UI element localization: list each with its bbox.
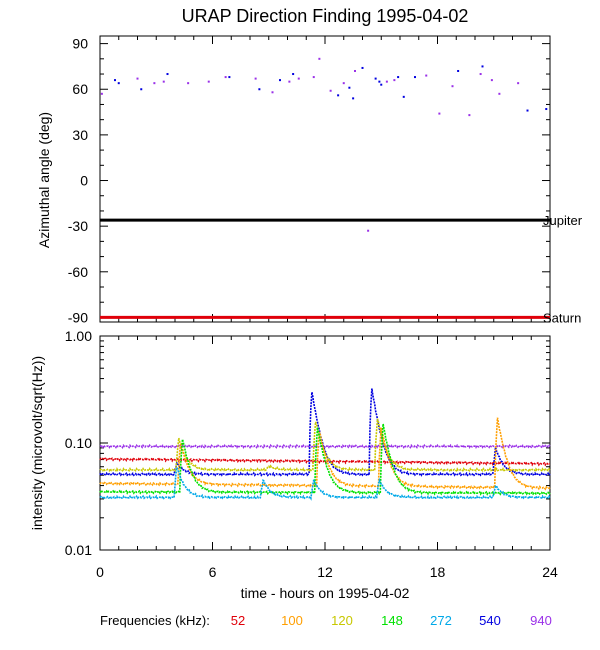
frequency-legend-item: 52 <box>231 613 245 628</box>
azimuth-point <box>380 83 383 86</box>
azimuth-point <box>100 92 103 95</box>
azimuth-point <box>114 79 116 82</box>
x-tick-label: 6 <box>209 564 217 580</box>
azimuth-point <box>288 80 291 83</box>
azimuth-point <box>361 66 364 69</box>
reference-line-label: Saturn <box>543 310 581 325</box>
azimuth-point <box>425 74 428 77</box>
x-tick-label: 18 <box>430 564 446 580</box>
azimuth-point <box>140 88 143 91</box>
azimuth-point <box>393 79 396 82</box>
frequency-legend-item: 540 <box>479 613 501 628</box>
frequency-legend-item: 940 <box>530 613 552 628</box>
azimuth-point <box>117 82 120 85</box>
azimuth-point <box>374 77 377 80</box>
frequency-legend-item: 148 <box>381 613 403 628</box>
azimuth-point <box>224 76 227 79</box>
intensity-trace <box>99 457 551 467</box>
azimuth-point <box>490 79 493 82</box>
azimuth-point <box>526 109 529 112</box>
frequency-legend-item: 120 <box>331 613 353 628</box>
azimuth-point <box>258 88 261 91</box>
azimuth-point <box>162 80 165 83</box>
azimuth-point <box>312 76 315 79</box>
azimuth-point <box>468 114 471 117</box>
y-tick-label: -90 <box>68 309 88 325</box>
azimuth-point <box>136 77 139 80</box>
y-tick-label: 1.00 <box>65 328 92 344</box>
intensity-y-axis-label: intensity (microvolt/sqrt(Hz)) <box>29 356 45 530</box>
azimuth-plot-frame <box>99 35 551 323</box>
azimuth-point <box>187 82 190 85</box>
azimuth-point <box>153 82 156 85</box>
azimuth-point <box>254 77 257 80</box>
azimuth-point <box>297 77 300 80</box>
azimuth-point <box>354 69 356 72</box>
azimuth-point <box>207 80 210 83</box>
azimuth-point <box>329 89 332 92</box>
reference-line-label: Jupiter <box>543 213 583 228</box>
azimuth-point <box>498 92 501 95</box>
y-tick-label: 0.10 <box>65 435 92 451</box>
y-tick-label: 0.01 <box>65 542 92 558</box>
azimuth-point <box>397 76 400 79</box>
frequency-legend-item: 272 <box>430 613 452 628</box>
azimuth-point <box>318 57 321 60</box>
azimuth-point <box>166 73 169 76</box>
chart-title: URAP Direction Finding 1995-04-02 <box>182 6 469 26</box>
azimuth-point <box>457 69 460 72</box>
azimuth-point <box>402 95 405 98</box>
azimuth-point <box>451 85 454 88</box>
azimuth-y-axis-label: Azimuthal angle (deg) <box>36 112 52 248</box>
azimuth-panel: Jupiter Saturn 90 60 30 0 -30 -60 -90 Azimuthal… <box>36 35 583 325</box>
frequency-legend-item: 100 <box>281 613 303 628</box>
azimuth-point <box>378 80 381 83</box>
azimuth-point <box>342 82 345 85</box>
azimuth-point <box>438 112 441 115</box>
azimuth-point <box>292 73 295 76</box>
y-tick-label: -60 <box>68 264 88 280</box>
azimuth-point <box>279 79 281 82</box>
intensity-trace <box>99 418 551 473</box>
azimuth-point <box>367 229 370 232</box>
azimuth-point <box>517 82 520 85</box>
azimuth-point <box>479 73 482 76</box>
azimuth-point <box>348 86 351 89</box>
x-tick-label: 0 <box>96 564 104 580</box>
y-tick-label: 0 <box>80 173 88 189</box>
azimuth-point <box>545 108 548 111</box>
intensity-plot-frame <box>99 335 551 551</box>
intensity-panel: 1.00 0.10 0.01 intensity (microvolt/sqrt(H… <box>29 328 551 558</box>
azimuth-point <box>352 97 355 100</box>
azimuth-point <box>228 76 231 79</box>
azimuth-point <box>414 76 416 79</box>
azimuth-point <box>385 80 388 83</box>
x-tick-label: 24 <box>542 564 558 580</box>
x-axis-label: time - hours on 1995-04-02 <box>241 585 410 601</box>
y-tick-label: 60 <box>72 81 88 97</box>
intensity-trace <box>99 443 551 449</box>
y-tick-label: 30 <box>72 127 88 143</box>
frequency-legend-label: Frequencies (kHz): <box>100 613 210 628</box>
frequency-legend: Frequencies (kHz): 52 100 120 148 272 540 940 <box>100 613 552 628</box>
y-tick-label: -30 <box>68 218 88 234</box>
azimuth-point <box>337 94 340 97</box>
azimuth-point <box>271 91 274 94</box>
x-tick-label: 12 <box>317 564 333 580</box>
azimuth-point <box>481 65 484 68</box>
intensity-trace <box>99 464 551 502</box>
y-tick-label: 90 <box>72 36 88 52</box>
